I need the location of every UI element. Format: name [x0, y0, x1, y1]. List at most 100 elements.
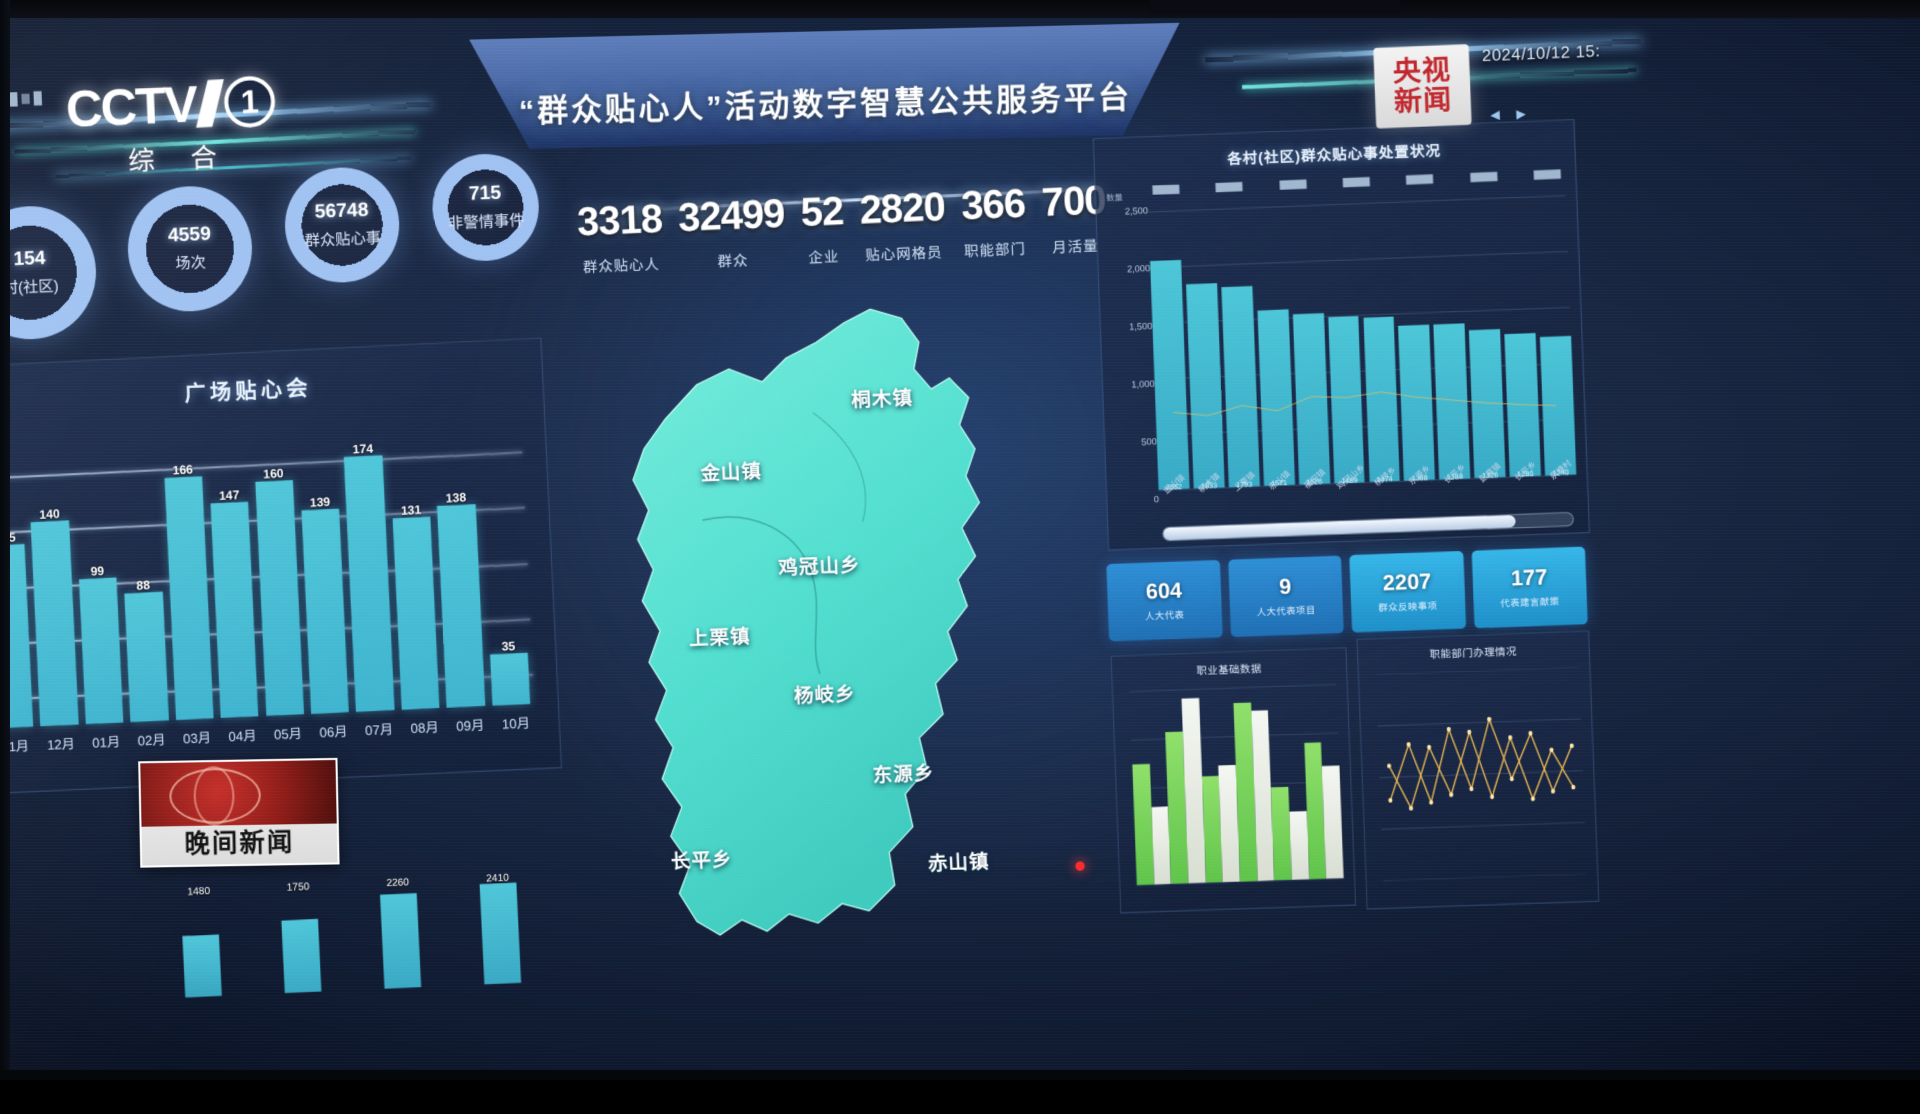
monitor-bezel-top [0, 0, 1920, 18]
chart-gridline [1377, 719, 1581, 726]
bar-value-label: 140 [39, 506, 60, 521]
bar-group [1130, 684, 1344, 885]
data-point[interactable] [1388, 798, 1392, 803]
data-point[interactable] [1429, 800, 1433, 805]
bar [392, 516, 439, 710]
kpi-ring-value: 154 [13, 248, 46, 272]
map-region-label[interactable]: 长平乡 [670, 844, 733, 874]
map-county-outline[interactable] [626, 305, 997, 938]
bar-item[interactable]: 35 [478, 411, 530, 706]
bar-item[interactable]: 160 [252, 422, 304, 716]
bar-item[interactable]: 131 [388, 415, 440, 710]
bar-item[interactable]: 147 [207, 424, 259, 718]
bar-item[interactable]: 2410 [479, 874, 521, 984]
monitor-bezel-bottom [0, 1070, 1920, 1080]
bar [281, 919, 321, 994]
kpi-card-reports[interactable]: 2207 群众反映事项 [1349, 551, 1465, 633]
data-point[interactable] [1551, 789, 1555, 794]
bar [479, 882, 521, 984]
bar-item[interactable]: 140 [27, 433, 79, 727]
kpi-card-projects[interactable]: 9 人大代表项目 [1228, 555, 1344, 637]
map-region-label[interactable]: 杨岐乡 [794, 679, 857, 709]
data-point[interactable] [1531, 796, 1535, 801]
data-point[interactable] [1467, 730, 1471, 735]
bar [1322, 765, 1344, 878]
bar [79, 578, 124, 724]
legend-swatch [1216, 181, 1243, 191]
y-axis-tick-label: 2,500 [1125, 205, 1149, 216]
map-region-label[interactable]: 东源乡 [872, 758, 935, 788]
bar-value-label: 166 [172, 462, 193, 477]
chart-gridline [1375, 667, 1579, 674]
kpi-card-deputies[interactable]: 604 人大代表 [1106, 560, 1222, 641]
bar-item[interactable]: 99 [72, 430, 124, 724]
map-region-label[interactable]: 赤山镇 [927, 846, 990, 876]
kpi-ring-value: 715 [468, 182, 501, 206]
x-axis-tick-label: 05月 [268, 722, 308, 754]
bar-value-label: 35 [501, 639, 515, 654]
bar-value-label: 99 [90, 564, 104, 579]
overlay-line-series [1148, 195, 1576, 490]
data-point[interactable] [1447, 727, 1451, 732]
cctv-slash-icon [196, 79, 224, 127]
bar [31, 520, 79, 726]
bar-value-label: 174 [352, 441, 373, 456]
kpi-card-value: 604 [1145, 579, 1182, 605]
data-point[interactable] [1490, 794, 1494, 799]
kpi-card-value: 177 [1510, 566, 1547, 592]
data-point[interactable] [1487, 717, 1491, 722]
data-point[interactable] [1469, 787, 1473, 792]
legend-swatch [1534, 169, 1561, 179]
map-region-label[interactable]: 金山镇 [700, 456, 763, 486]
bar-value-label: 2410 [486, 873, 509, 884]
monitor-bezel-left [0, 0, 10, 1080]
bar [125, 592, 169, 722]
bar-item[interactable]: 2260 [379, 879, 421, 989]
data-point[interactable] [1407, 742, 1411, 747]
chart-scrollbar-thumb[interactable] [1163, 515, 1515, 540]
program-bug: 晚间新闻 [138, 758, 339, 868]
chart-x-axis: 金山镇 桐木镇 上栗镇 赤山镇 福田镇 鸡冠山乡 杨岐乡 东源乡 长平乡 彭高镇 长平乡 泉塘村 [1159, 474, 1578, 516]
bar-item[interactable]: 174 [342, 417, 394, 712]
panel-title: 职能部门办理情况 [1358, 640, 1589, 664]
bar [437, 504, 485, 708]
kpi-ring-label: 场次 [175, 251, 206, 274]
kpi-card-suggestions[interactable]: 177 代表建言献策 [1471, 547, 1588, 629]
legend-swatch [1343, 176, 1370, 186]
bar-item[interactable]: 139 [297, 420, 349, 714]
bar [380, 893, 421, 989]
stat-value: 3318 [576, 199, 662, 243]
monitor-bezel-notch [1150, 0, 1400, 14]
bar [255, 480, 304, 716]
x-axis-tick-label: 08月 [405, 716, 445, 748]
bar-item[interactable]: 1480 [180, 888, 222, 998]
panel-village-case-handling: 各村(社区)群众贴心事处置状况 数量 2,500 2,000 1,500 1,000 5… [1093, 119, 1590, 551]
stat-value: 366 [960, 184, 1026, 227]
bar-item[interactable]: 138 [433, 413, 485, 708]
map-shape-svg [538, 245, 1144, 988]
program-bug-title: 晚间新闻 [141, 821, 337, 861]
x-axis-tick-label: 12月 [41, 733, 81, 765]
bar [344, 455, 394, 711]
bar-item[interactable]: 166 [162, 426, 214, 720]
chart-plot-area [1375, 667, 1586, 881]
kpi-ring-value: 56748 [314, 199, 369, 224]
map-region-label[interactable]: 桐木镇 [851, 383, 914, 413]
map-region-label[interactable]: 上栗镇 [688, 621, 751, 651]
stat-value: 52 [800, 191, 844, 233]
cctv-channel-subtitle: 综 合 [67, 134, 292, 181]
bar-item[interactable]: 1750 [280, 883, 322, 993]
news-badge-line1: 央视 [1392, 56, 1451, 88]
data-point[interactable] [1528, 731, 1532, 736]
map-region-label[interactable]: 鸡冠山乡 [778, 550, 861, 581]
chart-legend [1152, 166, 1561, 197]
data-point[interactable] [1508, 735, 1512, 740]
legend-swatch [1152, 184, 1179, 194]
bar [301, 509, 349, 714]
nav-arrows-icon[interactable]: ◄ ► [1487, 105, 1532, 124]
map-region[interactable]: 桐木镇金山镇鸡冠山乡上栗镇杨岐乡东源乡长平乡 赤山镇 [538, 245, 1144, 988]
data-point[interactable] [1570, 743, 1574, 748]
bar-item[interactable]: 88 [117, 428, 169, 722]
bar [211, 501, 259, 718]
data-point[interactable] [1510, 776, 1514, 781]
